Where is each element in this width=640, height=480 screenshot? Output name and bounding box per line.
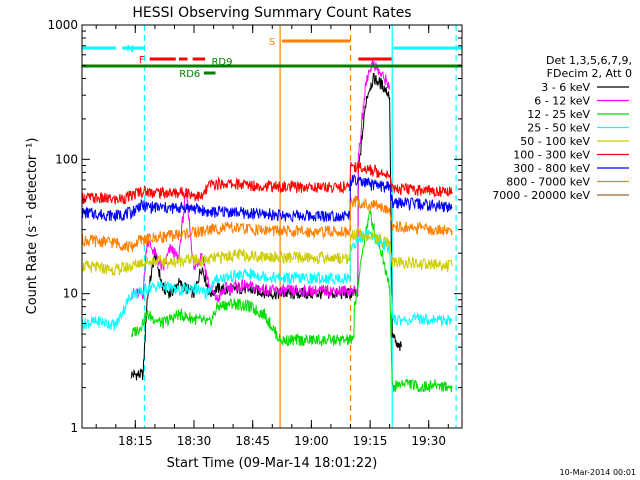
y-axis-label: Count Rate (s⁻¹ detector⁻¹)	[25, 138, 40, 315]
series-line	[81, 173, 453, 223]
legend-header: FDecim 2, Att 0	[547, 67, 632, 80]
chart-title: HESSI Observing Summary Count Rates	[132, 5, 411, 21]
x-tick-label: 18:30	[177, 434, 212, 448]
y-tick-label: 10	[63, 287, 78, 301]
x-tick-label: 19:30	[411, 434, 446, 448]
series-line	[81, 195, 453, 253]
legend-label: 50 - 100 keV	[520, 135, 590, 148]
footer-timestamp: 10-Mar-2014 00:01	[560, 468, 637, 477]
x-tick-label: 18:15	[118, 434, 153, 448]
x-axis-label: Start Time (09-Mar-14 18:01:22)	[167, 456, 378, 471]
axes: 18:15 18:30 18:45 19:00 19:15 19:30 1 10 100 1000	[47, 18, 462, 448]
x-tick-label: 18:45	[235, 434, 270, 448]
legend-label: 300 - 800 keV	[513, 162, 590, 175]
flag-label: F	[139, 55, 145, 66]
y-tick-label: 1000	[47, 18, 78, 32]
flag-label: RD6	[179, 69, 200, 80]
legend-label: 7000 - 20000 keV	[492, 189, 590, 202]
legend-label: 800 - 7000 keV	[506, 176, 590, 189]
series-line	[130, 209, 453, 393]
x-tick-label: 19:00	[294, 434, 329, 448]
flag-label: RD9	[211, 57, 232, 68]
series-line	[81, 161, 453, 206]
vertical-markers	[143, 25, 457, 428]
observing-flags: NF RD6 RD9 S	[82, 37, 462, 80]
flag-label: N	[127, 44, 134, 55]
legend: Det 1,3,5,6,7,9,FDecim 2, Att 03 - 6 keV…	[492, 54, 632, 202]
legend-label: 6 - 12 keV	[534, 95, 590, 108]
series-line	[131, 60, 391, 303]
legend-label: 12 - 25 keV	[527, 108, 590, 121]
y-tick-label: 100	[55, 152, 78, 166]
legend-label: 3 - 6 keV	[541, 81, 590, 94]
legend-label: 100 - 300 keV	[513, 149, 590, 162]
series-line	[81, 228, 453, 331]
series-line	[81, 228, 453, 276]
x-tick-label: 19:15	[353, 434, 388, 448]
y-tick-label: 1	[70, 421, 78, 435]
series-lines	[81, 60, 453, 393]
flag-label: S	[269, 37, 275, 48]
legend-header: Det 1,3,5,6,7,9,	[546, 54, 632, 67]
legend-label: 25 - 50 keV	[527, 122, 590, 135]
